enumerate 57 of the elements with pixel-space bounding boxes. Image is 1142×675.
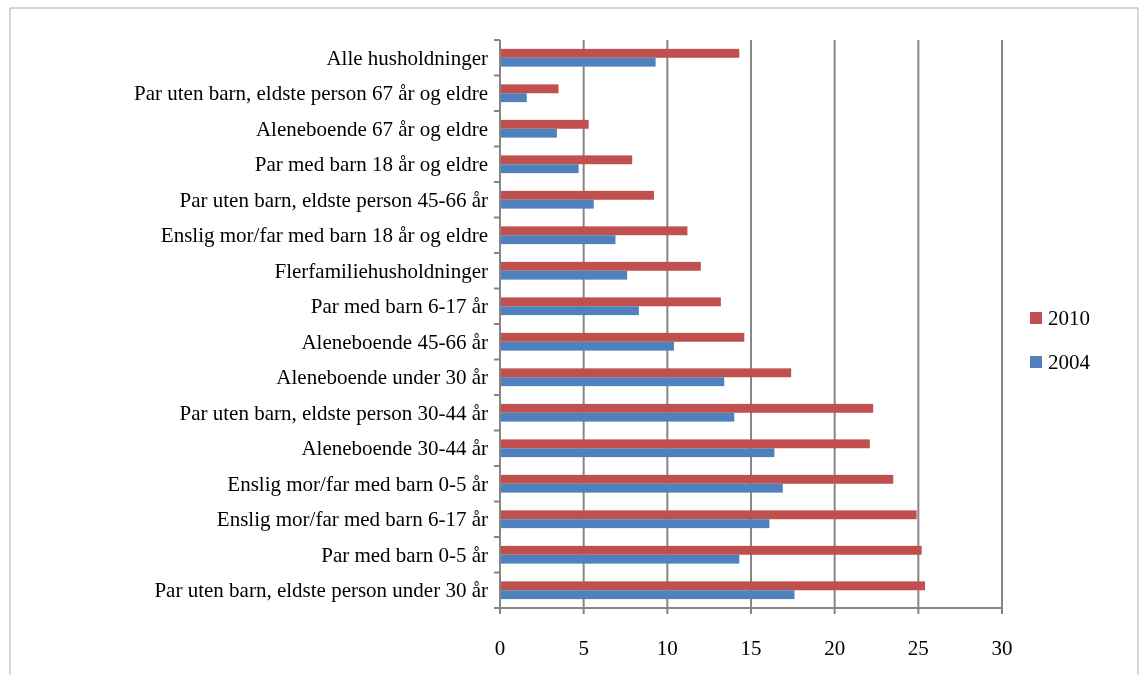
bar	[500, 199, 594, 209]
bar	[500, 368, 792, 378]
bar	[500, 128, 557, 138]
y-tick-label: Par med barn 0-5 år	[321, 542, 488, 567]
bar	[500, 510, 917, 520]
y-tick-label: Par med barn 6-17 år	[310, 294, 488, 319]
y-tick-label: Enslig mor/far med barn 18 år og eldre	[160, 223, 488, 248]
x-tick-label: 10	[656, 636, 678, 660]
bar	[500, 403, 874, 413]
bar	[500, 297, 721, 307]
legend-label: 2004	[1048, 350, 1091, 374]
y-tick-label: Aleneboende 45-66 år	[301, 329, 488, 354]
bar	[500, 164, 579, 174]
bar	[500, 483, 783, 493]
bar	[500, 545, 922, 555]
bar	[500, 519, 770, 529]
x-tick-label: 5	[578, 636, 589, 660]
bar	[500, 226, 688, 236]
x-tick-label: 0	[494, 636, 506, 660]
bar	[500, 119, 589, 129]
bar	[500, 581, 926, 591]
x-tick-label: 20	[824, 636, 846, 660]
bar	[500, 412, 735, 422]
y-tick-label: Par uten barn, eldste person 45-66 år	[179, 187, 488, 212]
bar	[500, 155, 633, 165]
x-tick-label: 25	[907, 636, 929, 660]
bar	[500, 439, 870, 449]
y-tick-label: Alle husholdninger	[326, 45, 488, 70]
bar	[500, 261, 701, 271]
bar	[500, 57, 656, 67]
bar	[500, 190, 654, 200]
bar	[500, 474, 894, 484]
bar	[500, 270, 628, 280]
bar	[500, 332, 745, 342]
x-tick-label: 30	[991, 636, 1013, 660]
legend-label: 2010	[1048, 306, 1090, 330]
y-tick-label: Enslig mor/far med barn 6-17 år	[216, 507, 488, 532]
bar	[500, 306, 639, 316]
y-tick-label: Par uten barn, eldste person 67 år og eldre	[134, 81, 488, 106]
bar	[500, 93, 527, 103]
bar	[500, 84, 559, 94]
y-tick-label: Aleneboende under 30 år	[276, 365, 488, 390]
y-tick-label: Aleneboende 30-44 år	[301, 436, 488, 461]
bar	[500, 341, 675, 351]
bar	[500, 554, 740, 564]
y-tick-label: Par med barn 18 år og eldre	[254, 152, 488, 177]
bar	[500, 48, 740, 58]
bar	[500, 377, 725, 387]
bar	[500, 235, 616, 245]
y-tick-label: Flerfamiliehusholdninger	[274, 258, 488, 283]
bar	[500, 590, 795, 600]
x-tick-label: 15	[740, 636, 762, 660]
y-tick-label: Aleneboende 67 år og eldre	[255, 116, 488, 141]
bar	[500, 448, 775, 458]
y-tick-label: Par uten barn, eldste person 30-44 år	[179, 400, 488, 425]
y-tick-label: Par uten barn, eldste person under 30 år	[154, 578, 488, 603]
y-tick-label: Enslig mor/far med barn 0-5 år	[227, 471, 488, 496]
